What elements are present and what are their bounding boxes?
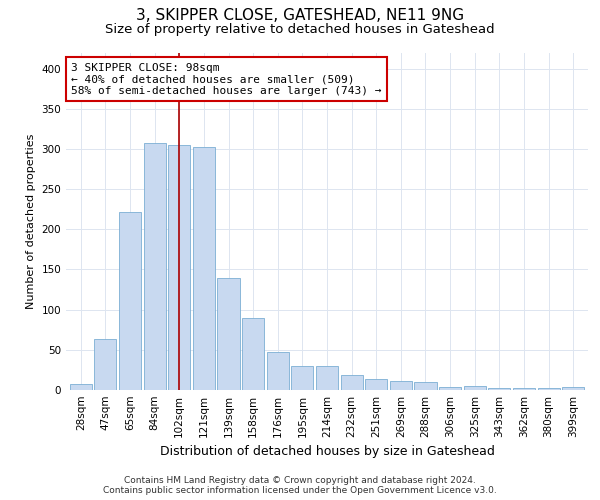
Bar — [291, 366, 313, 390]
Bar — [562, 387, 584, 390]
Bar — [538, 388, 560, 390]
Bar — [439, 387, 461, 390]
Bar — [70, 384, 92, 390]
Bar — [94, 340, 116, 390]
Bar — [242, 318, 264, 390]
Bar — [143, 144, 166, 390]
Text: 3, SKIPPER CLOSE, GATESHEAD, NE11 9NG: 3, SKIPPER CLOSE, GATESHEAD, NE11 9NG — [136, 8, 464, 22]
Bar — [119, 212, 141, 390]
Bar — [168, 145, 190, 390]
Bar — [193, 148, 215, 390]
Bar — [415, 382, 437, 390]
Bar — [390, 381, 412, 390]
Bar — [464, 386, 486, 390]
Bar — [513, 388, 535, 390]
X-axis label: Distribution of detached houses by size in Gateshead: Distribution of detached houses by size … — [160, 446, 494, 458]
Text: Size of property relative to detached houses in Gateshead: Size of property relative to detached ho… — [105, 22, 495, 36]
Bar — [488, 388, 511, 390]
Bar — [217, 278, 239, 390]
Bar — [316, 366, 338, 390]
Text: Contains HM Land Registry data © Crown copyright and database right 2024.
Contai: Contains HM Land Registry data © Crown c… — [103, 476, 497, 495]
Bar — [365, 379, 388, 390]
Bar — [341, 374, 363, 390]
Bar — [266, 352, 289, 390]
Text: 3 SKIPPER CLOSE: 98sqm
← 40% of detached houses are smaller (509)
58% of semi-de: 3 SKIPPER CLOSE: 98sqm ← 40% of detached… — [71, 62, 382, 96]
Y-axis label: Number of detached properties: Number of detached properties — [26, 134, 36, 309]
